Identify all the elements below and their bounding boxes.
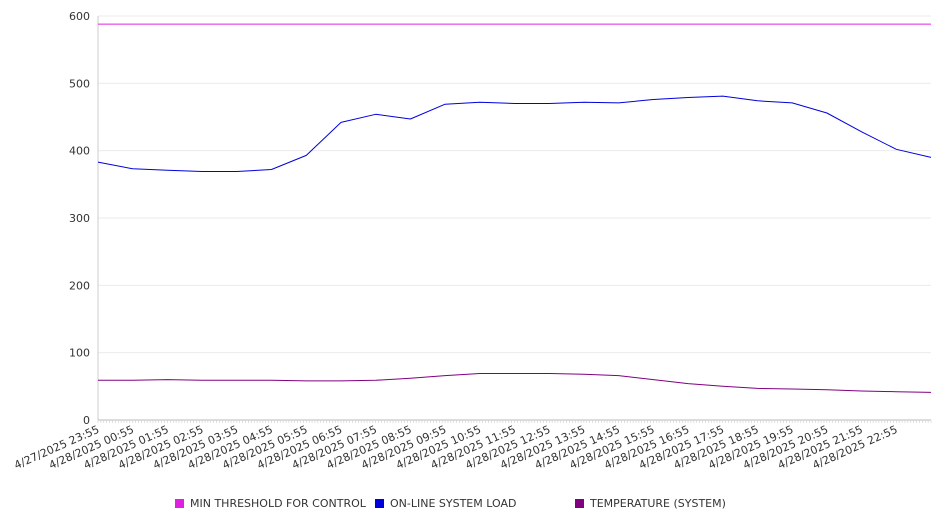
legend-label-min-threshold: MIN THRESHOLD FOR CONTROL bbox=[190, 497, 366, 510]
axes bbox=[97, 16, 932, 423]
legend: MIN THRESHOLD FOR CONTROL ON-LINE SYSTEM… bbox=[0, 497, 946, 513]
y-tick-label: 400 bbox=[69, 145, 90, 158]
y-tick-label: 600 bbox=[69, 10, 90, 23]
legend-label-online-system-load: ON-LINE SYSTEM LOAD bbox=[390, 497, 517, 510]
legend-item-temperature-system[interactable]: TEMPERATURE (SYSTEM) bbox=[575, 497, 726, 510]
y-tick-label: 200 bbox=[69, 279, 90, 292]
y-tick-label: 500 bbox=[69, 77, 90, 90]
y-tick-label: 100 bbox=[69, 347, 90, 360]
legend-swatch-online-system-load bbox=[375, 499, 384, 508]
legend-label-temperature-system: TEMPERATURE (SYSTEM) bbox=[590, 497, 726, 510]
y-tick-label: 0 bbox=[83, 414, 90, 427]
y-tick-label: 300 bbox=[69, 212, 90, 225]
series-line-1 bbox=[97, 95, 932, 172]
y-tick-labels: 0 100 200 300 400 500 600 bbox=[69, 10, 90, 427]
x-tick-labels: 4/27/2025 23:554/28/2025 00:554/28/2025 … bbox=[12, 423, 899, 472]
gridlines bbox=[98, 15, 931, 354]
legend-swatch-min-threshold bbox=[175, 499, 184, 508]
legend-item-online-system-load[interactable]: ON-LINE SYSTEM LOAD bbox=[375, 497, 516, 510]
legend-item-min-threshold[interactable]: MIN THRESHOLD FOR CONTROL bbox=[175, 497, 366, 510]
series-lines bbox=[97, 23, 932, 393]
legend-swatch-temperature-system bbox=[575, 499, 584, 508]
series-line-2 bbox=[98, 373, 932, 393]
